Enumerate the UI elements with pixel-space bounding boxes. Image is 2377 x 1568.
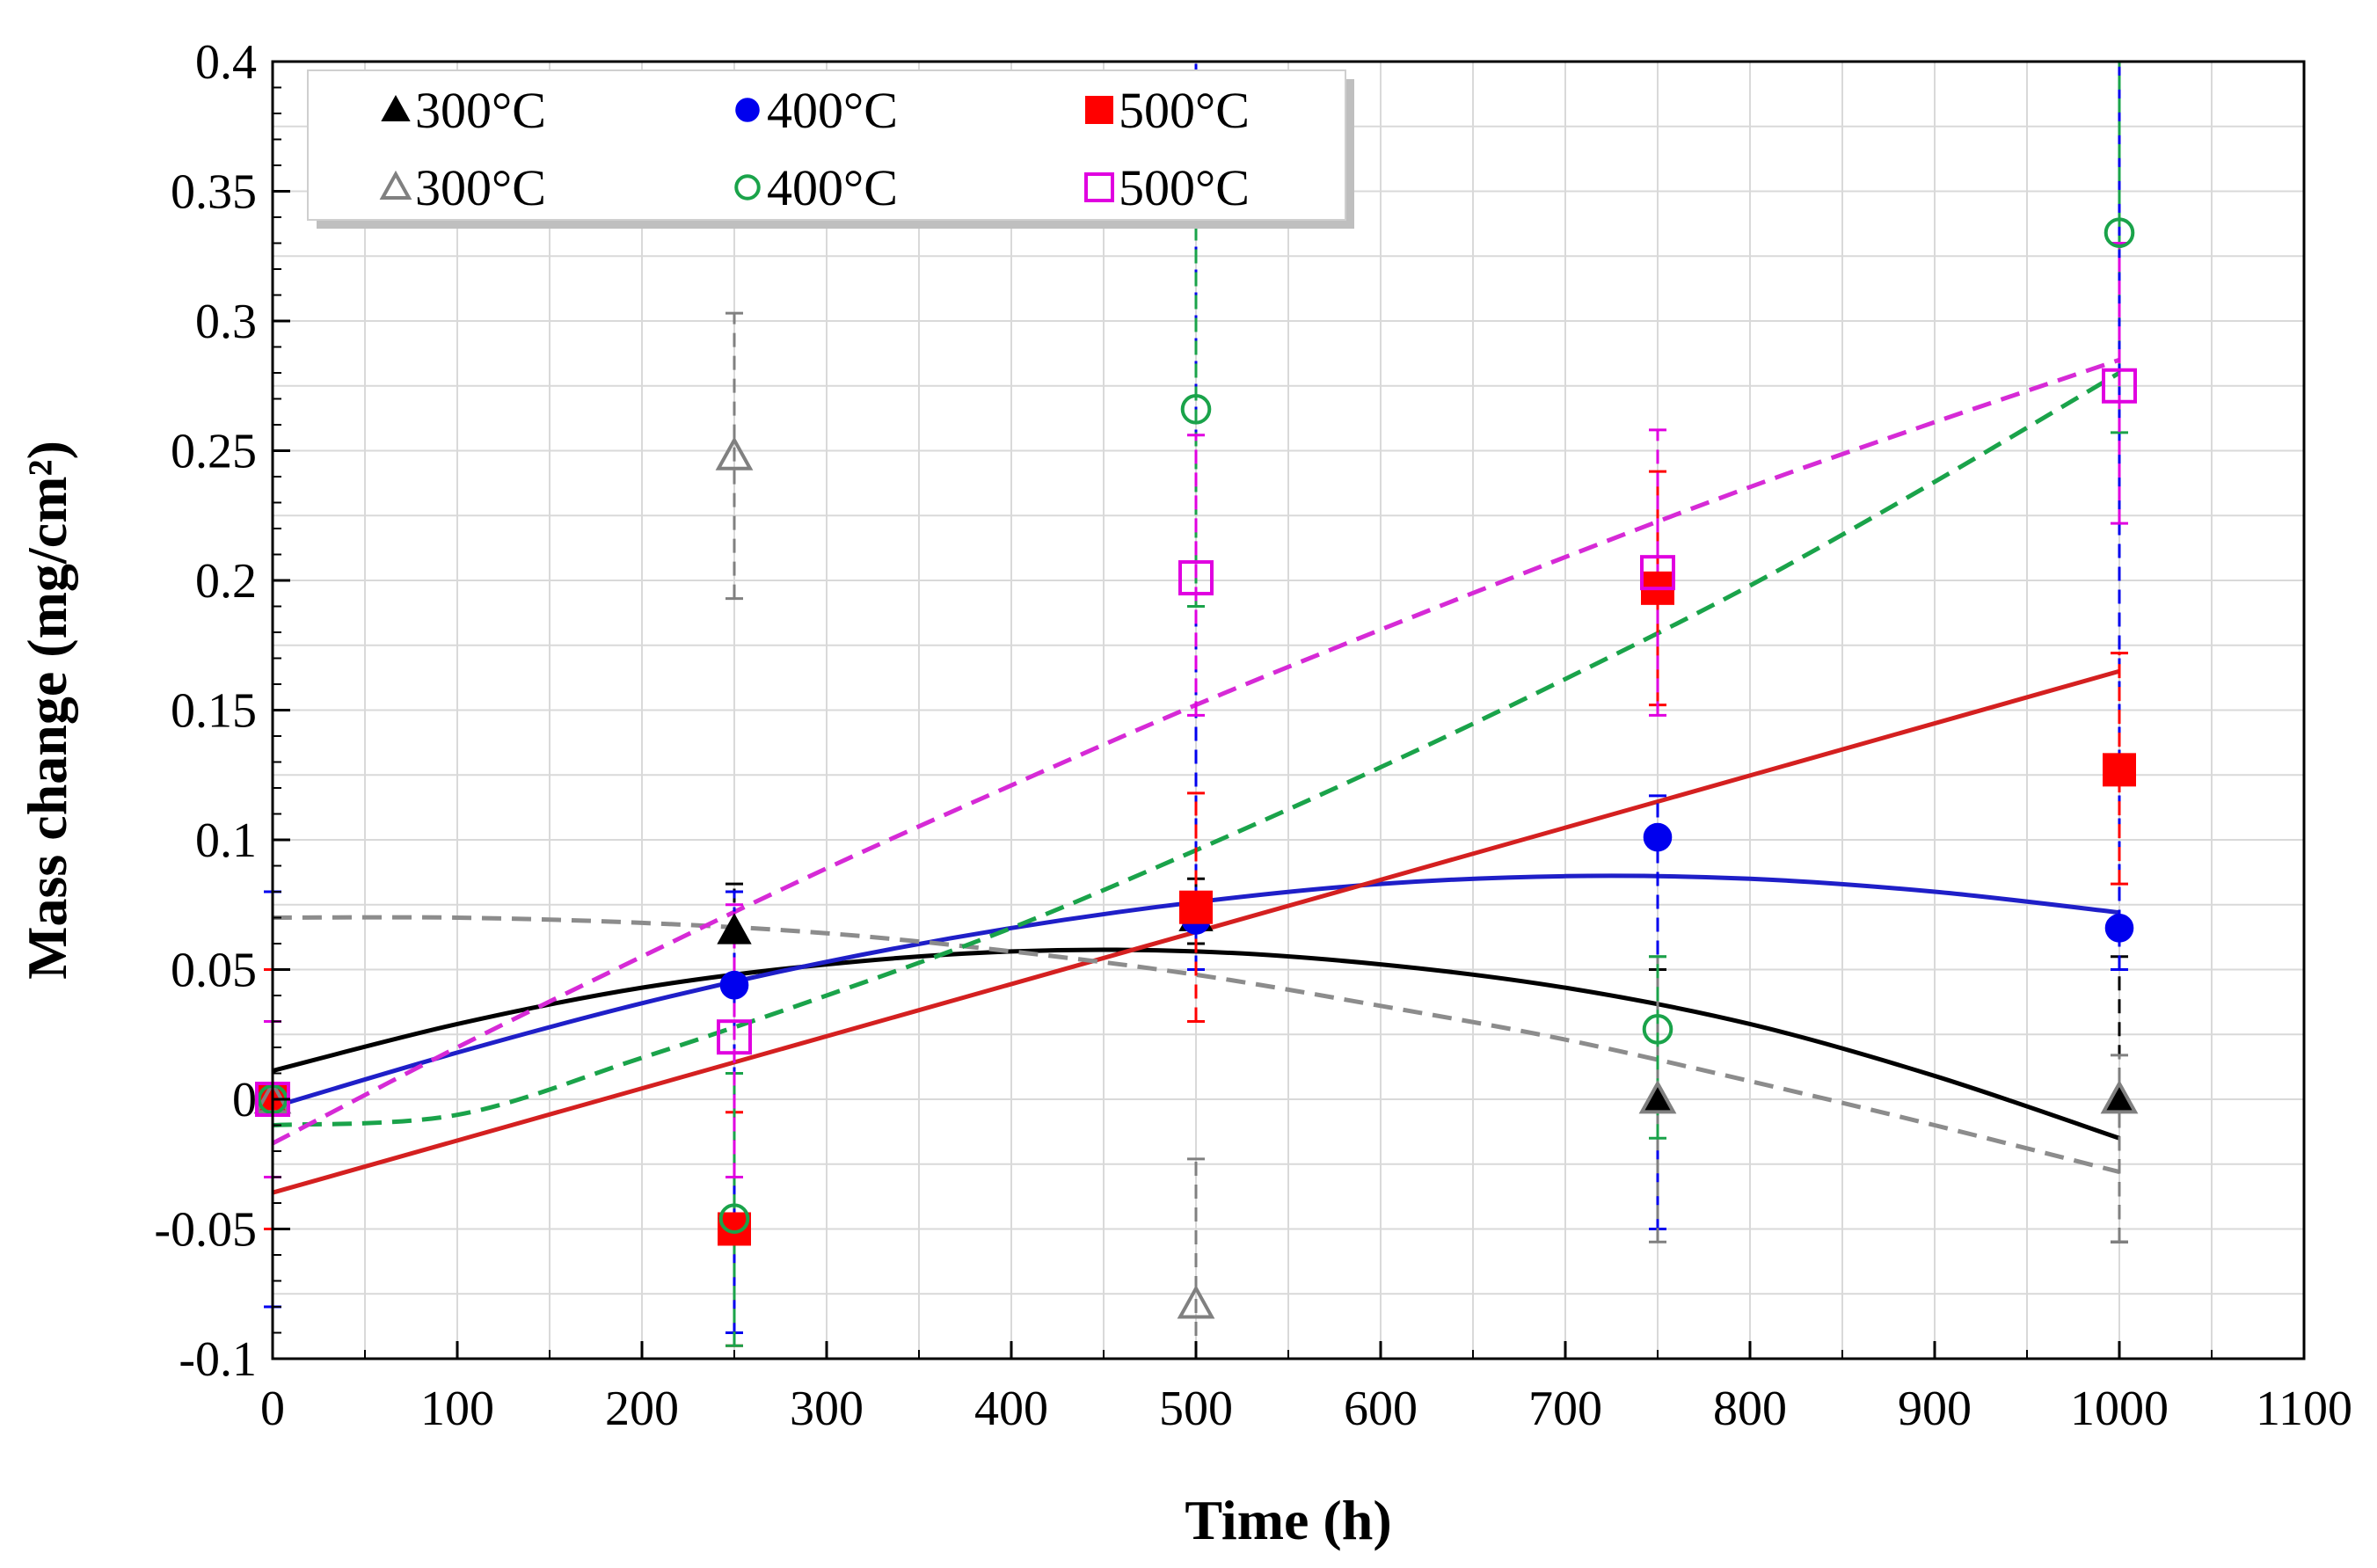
x-tick-label: 1100 <box>2256 1382 2352 1436</box>
legend-box <box>307 69 1346 221</box>
data-point-square-open <box>717 1019 752 1055</box>
x-tick-label: 500 <box>1159 1382 1233 1436</box>
data-point-circle-open <box>718 1203 750 1234</box>
data-point-triangle-open <box>2100 1079 2139 1114</box>
y-tick-label: 0.2 <box>195 554 257 609</box>
legend-marker-square-filled <box>1085 96 1113 124</box>
legend-marker-square-open <box>1084 172 1114 202</box>
trend-line-square-open <box>271 357 2120 1146</box>
y-axis-ticks: -0.1 -0.05 0 0.05 0.1 0.15 0.2 0.25 0.3 0.35 0.4 <box>154 35 290 1387</box>
x-axis-ticks: 0 100 200 300 400 500 600 700 800 900 1000 1100 <box>260 1341 2352 1436</box>
y-tick-label: 0 <box>232 1073 257 1127</box>
data-point-circle-open <box>1180 394 1212 425</box>
legend-label: 400°C <box>767 82 898 139</box>
legend-label: 500°C <box>1119 82 1250 139</box>
data-point-square-open <box>2102 368 2137 404</box>
y-tick-label: -0.05 <box>154 1203 257 1258</box>
x-tick-label: 900 <box>1898 1382 1972 1436</box>
grid <box>272 61 2305 1360</box>
data-point-square-open <box>1178 560 1214 596</box>
x-tick-label: 800 <box>1713 1382 1787 1436</box>
data-point-square-filled <box>1179 890 1213 924</box>
y-tick-label: 0.15 <box>171 684 257 739</box>
x-tick-label: 0 <box>260 1382 285 1436</box>
y-tick-label: 0.25 <box>171 425 257 479</box>
data-point-circle-filled <box>719 970 749 1000</box>
y-tick-label: 0.05 <box>171 944 257 998</box>
y-tick-label: 0.4 <box>195 35 257 90</box>
y-tick-label: 0.35 <box>171 165 257 220</box>
data-point-triangle-open <box>715 436 754 470</box>
x-tick-label: 700 <box>1528 1382 1602 1436</box>
y-tick-label: 0.3 <box>195 295 257 349</box>
data-point-circle-open <box>1642 1014 1673 1045</box>
x-axis-title: Time (h) <box>1185 1489 1391 1551</box>
legend-marker-triangle-open <box>379 170 412 200</box>
data-point-triangle-open <box>1177 1284 1215 1319</box>
x-tick-label: 600 <box>1344 1382 1418 1436</box>
data-point-triangle-open <box>1638 1079 1677 1114</box>
data-point-circle-filled <box>2104 914 2134 943</box>
legend: 300°C 400°C 500°C 300°C 400°C 500°C <box>307 69 1354 229</box>
x-tick-label: 300 <box>790 1382 864 1436</box>
x-tick-label: 400 <box>974 1382 1048 1436</box>
y-tick-label: 0.1 <box>195 813 257 868</box>
x-tick-label: 200 <box>605 1382 679 1436</box>
legend-label: 300°C <box>415 159 546 216</box>
data-point-square-open <box>1640 555 1675 591</box>
data-point-circle-open <box>2104 217 2135 249</box>
x-tick-label: 1000 <box>2070 1382 2169 1436</box>
legend-label: 300°C <box>415 82 546 139</box>
legend-label: 500°C <box>1119 159 1250 216</box>
x-tick-label: 100 <box>420 1382 494 1436</box>
legend-marker-circle-open <box>734 174 761 201</box>
data-point-triangle-filled <box>717 913 752 944</box>
trend-line-circle-open <box>272 370 2121 1127</box>
data-point-square-filled <box>2103 753 2136 787</box>
data-point-circle-filled <box>1643 822 1673 852</box>
legend-items: 300°C 400°C 500°C 300°C 400°C 500°C <box>379 82 1250 216</box>
trend-line-triangle-open <box>272 915 2120 1175</box>
legend-marker-circle-filled <box>735 98 760 122</box>
legend-marker-triangle-filled <box>381 94 411 121</box>
y-axis-title: Mass change (mg/cm²) <box>16 441 78 980</box>
y-tick-label: -0.1 <box>179 1332 257 1387</box>
legend-label: 400°C <box>767 159 898 216</box>
